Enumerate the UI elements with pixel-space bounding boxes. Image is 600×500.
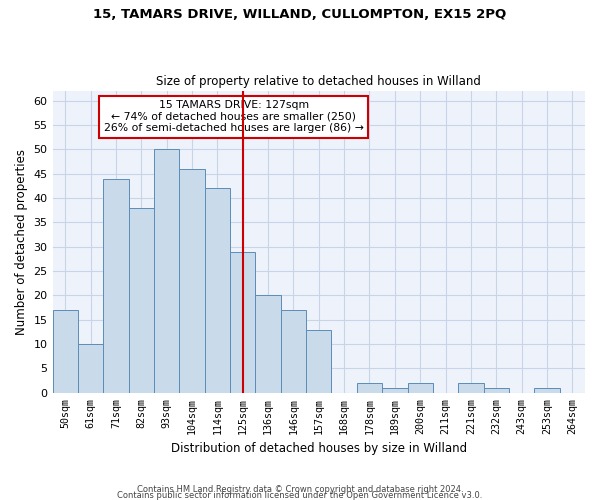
Text: 15, TAMARS DRIVE, WILLAND, CULLOMPTON, EX15 2PQ: 15, TAMARS DRIVE, WILLAND, CULLOMPTON, E…: [94, 8, 506, 20]
Bar: [306, 330, 331, 393]
Text: Contains HM Land Registry data © Crown copyright and database right 2024.: Contains HM Land Registry data © Crown c…: [137, 484, 463, 494]
Bar: [205, 188, 230, 393]
Text: Contains public sector information licensed under the Open Government Licence v3: Contains public sector information licen…: [118, 490, 482, 500]
Y-axis label: Number of detached properties: Number of detached properties: [15, 149, 28, 335]
Bar: [281, 310, 306, 393]
Bar: [154, 150, 179, 393]
Bar: [256, 296, 281, 393]
Bar: [458, 383, 484, 393]
Bar: [230, 252, 256, 393]
Bar: [128, 208, 154, 393]
Text: 15 TAMARS DRIVE: 127sqm
← 74% of detached houses are smaller (250)
26% of semi-d: 15 TAMARS DRIVE: 127sqm ← 74% of detache…: [104, 100, 364, 134]
Bar: [357, 383, 382, 393]
Bar: [53, 310, 78, 393]
Bar: [534, 388, 560, 393]
X-axis label: Distribution of detached houses by size in Willand: Distribution of detached houses by size …: [171, 442, 467, 455]
Bar: [382, 388, 407, 393]
Title: Size of property relative to detached houses in Willand: Size of property relative to detached ho…: [157, 76, 481, 88]
Bar: [179, 169, 205, 393]
Bar: [484, 388, 509, 393]
Bar: [103, 178, 128, 393]
Bar: [407, 383, 433, 393]
Bar: [78, 344, 103, 393]
